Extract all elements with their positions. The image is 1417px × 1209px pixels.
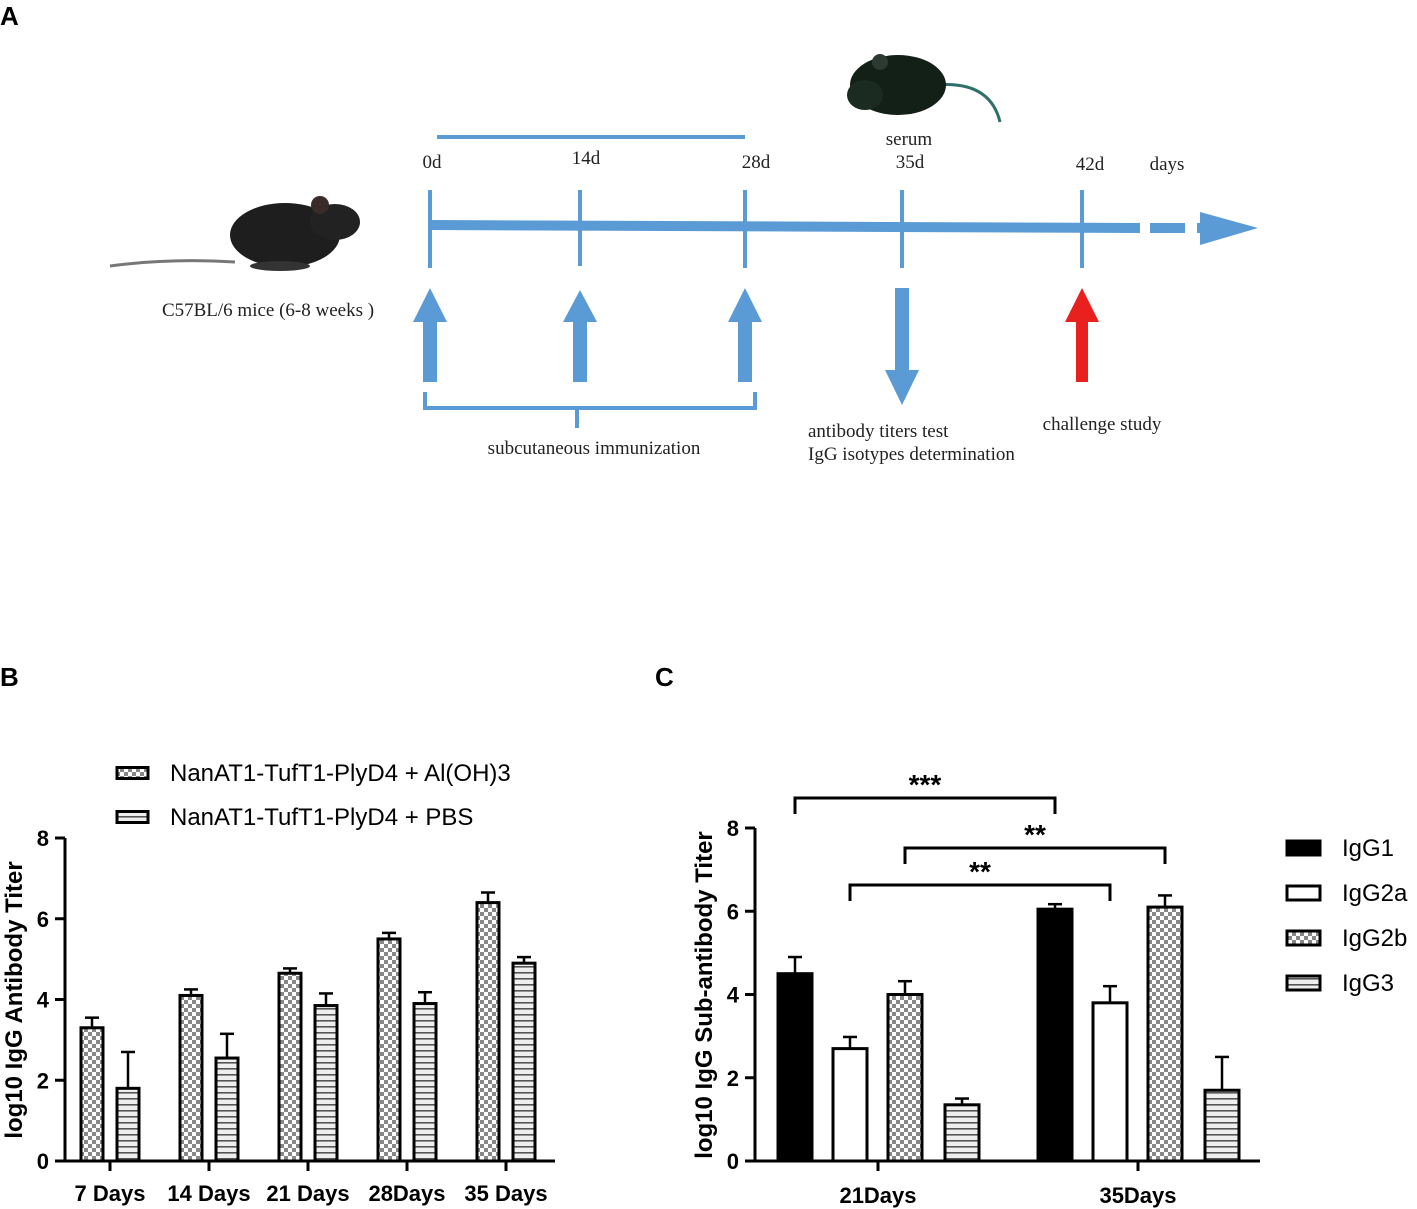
bar <box>376 937 402 1163</box>
x-tick-label: 28Days <box>368 1181 445 1206</box>
bar <box>115 1086 141 1163</box>
serum-label: serum <box>886 129 933 150</box>
day-label: 35d <box>896 152 925 173</box>
y-tick-label: 8 <box>727 816 739 841</box>
legend-label: IgG2a <box>1342 880 1408 907</box>
day-label: 0d <box>423 152 443 173</box>
y-axis-label: log10 IgG Sub-antibody Titer <box>691 831 718 1159</box>
significance-bracket <box>793 796 1057 814</box>
legend-label: IgG2b <box>1342 925 1407 952</box>
day-label: 28d <box>742 152 771 173</box>
y-tick-label: 4 <box>37 988 50 1013</box>
significance-bracket <box>848 883 1112 901</box>
bar <box>886 993 924 1163</box>
bar <box>277 971 303 1163</box>
x-tick-label: 7 Days <box>75 1181 146 1206</box>
bar <box>214 1056 240 1163</box>
significance-label: ** <box>969 856 991 887</box>
panel-label: B <box>0 662 19 692</box>
y-tick-label: 0 <box>37 1149 49 1174</box>
legend-swatch <box>1285 839 1322 857</box>
bar <box>943 1103 981 1163</box>
x-tick-label: 35Days <box>1099 1183 1176 1208</box>
x-tick-label: 21 Days <box>266 1181 349 1206</box>
significance-label: ** <box>1024 819 1046 850</box>
test-label: IgG isotypes determination <box>808 444 1015 465</box>
bar <box>831 1047 869 1163</box>
x-tick-label: 14 Days <box>167 1181 250 1206</box>
timeline-diagram <box>109 54 1258 428</box>
mice-label: C57BL/6 mice (6-8 weeks ) <box>162 300 374 321</box>
day-label: 14d <box>572 148 601 169</box>
y-tick-label: 6 <box>37 907 49 932</box>
unit-label: days <box>1150 154 1185 175</box>
y-tick-label: 2 <box>37 1068 49 1093</box>
bar <box>178 993 204 1163</box>
significance-bracket <box>903 846 1167 864</box>
bar <box>1036 907 1074 1163</box>
significance-label: *** <box>909 769 942 800</box>
mouse-icon <box>109 196 360 271</box>
legend-label: NanAT1-TufT1-PlyD4 + PBS <box>170 804 473 831</box>
bar <box>776 972 814 1163</box>
legend-swatch <box>1285 929 1322 947</box>
bar <box>511 961 537 1163</box>
y-tick-label: 6 <box>727 899 739 924</box>
bar <box>1091 1001 1129 1163</box>
mouse-icon <box>847 54 1002 123</box>
legend-label: IgG1 <box>1342 835 1394 862</box>
immunization-label: subcutaneous immunization <box>488 438 701 459</box>
legend-swatch <box>1285 974 1322 992</box>
y-tick-label: 0 <box>727 1149 739 1174</box>
bar <box>475 901 501 1163</box>
y-tick-label: 2 <box>727 1066 739 1091</box>
y-axis-label: log10 IgG Antibody Titer <box>1 861 28 1138</box>
bar <box>1146 905 1184 1163</box>
legend-label: NanAT1-TufT1-PlyD4 + Al(OH)3 <box>170 760 511 787</box>
test-label: antibody titers test <box>808 421 949 442</box>
bar <box>79 1026 105 1163</box>
legend-label: IgG3 <box>1342 970 1394 997</box>
challenge-label: challenge study <box>1043 414 1162 435</box>
y-tick-label: 8 <box>37 826 49 851</box>
legend-swatch <box>1285 884 1322 902</box>
y-tick-label: 4 <box>727 983 740 1008</box>
x-tick-label: 35 Days <box>464 1181 547 1206</box>
legend-swatch <box>115 810 150 824</box>
panel-label: A <box>0 1 19 31</box>
legend-swatch <box>115 766 150 780</box>
bar <box>313 1004 339 1163</box>
day-label: 42d <box>1076 154 1105 175</box>
bar <box>1203 1088 1241 1163</box>
panel-label: C <box>655 662 674 692</box>
x-tick-label: 21Days <box>839 1183 916 1208</box>
bar <box>412 1002 438 1163</box>
